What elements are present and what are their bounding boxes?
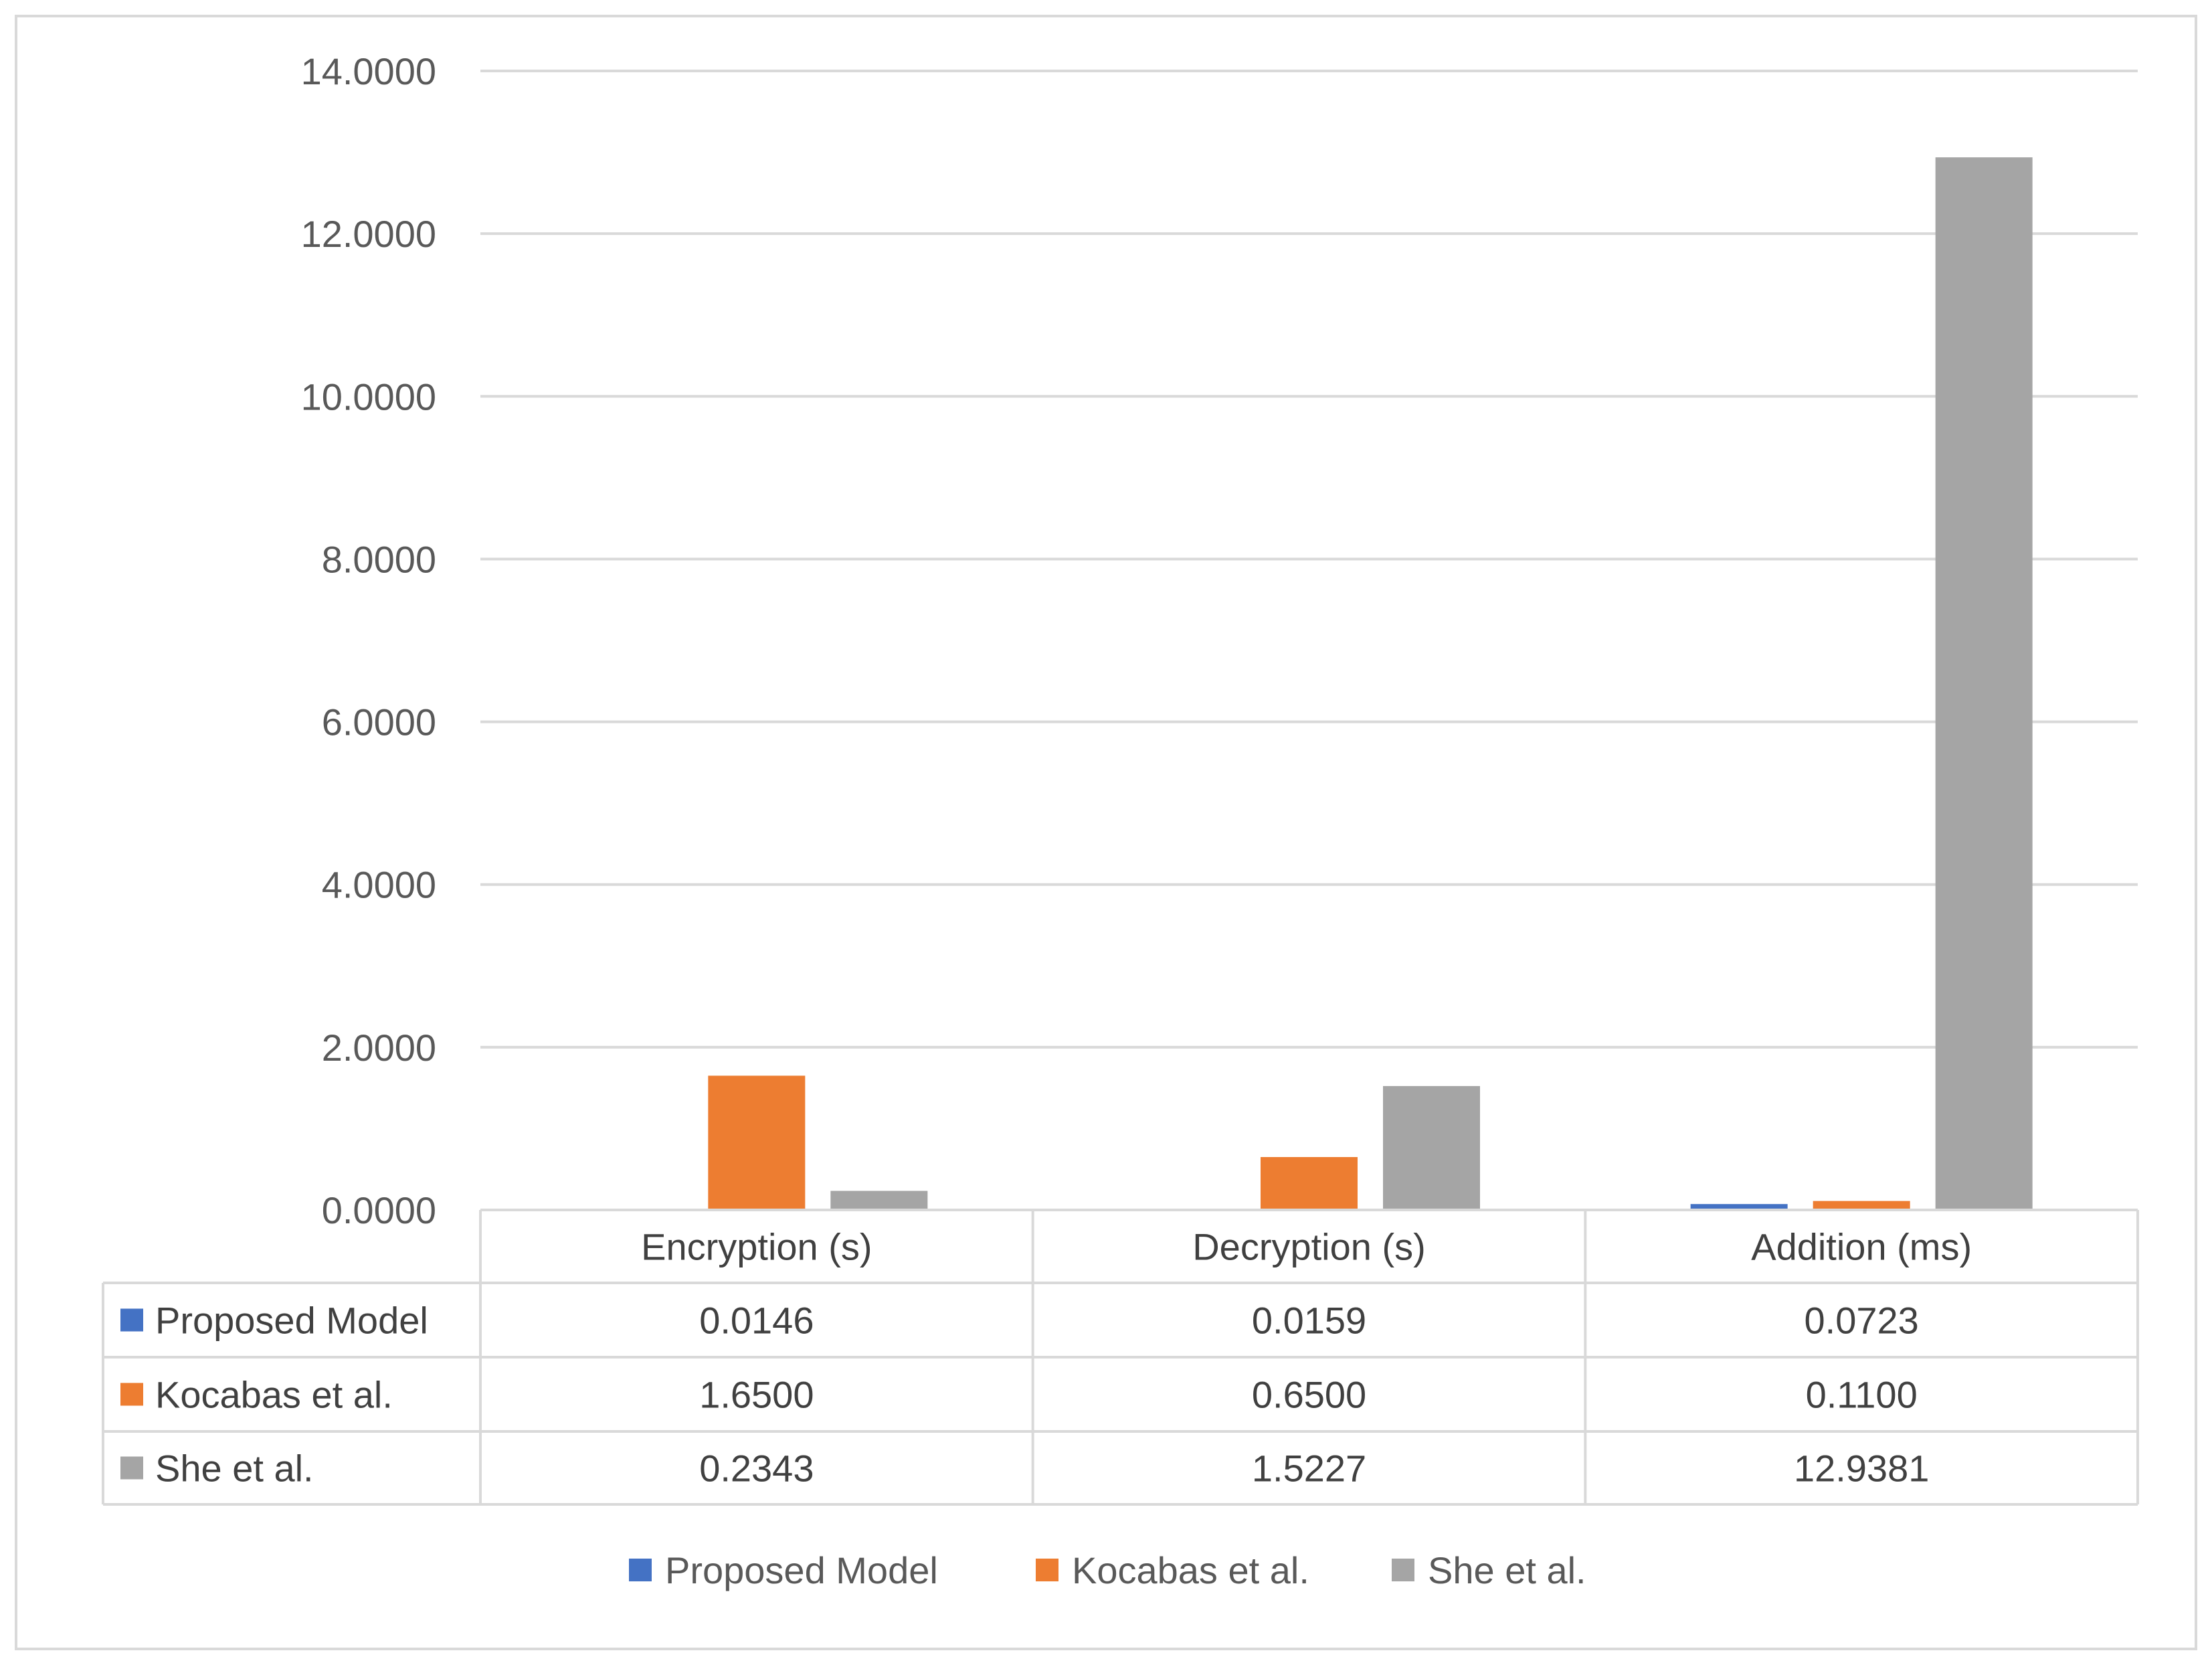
category-label: Decryption (s)	[1192, 1226, 1426, 1268]
y-tick-label: 12.0000	[301, 213, 436, 255]
bar	[1383, 1085, 1480, 1210]
chart-frame	[15, 15, 2197, 1650]
legend-swatch	[1392, 1559, 1414, 1581]
table-series-name: Proposed Model	[155, 1300, 428, 1342]
y-tick-label: 6.0000	[322, 701, 436, 743]
legend-swatch	[1036, 1559, 1058, 1581]
legend-label: She et al.	[1428, 1549, 1586, 1591]
legend-label: Proposed Model	[665, 1549, 938, 1591]
bar	[1261, 1156, 1358, 1210]
table-series-name: Kocabas et al.	[155, 1374, 393, 1416]
table-series-name: She et al.	[155, 1448, 314, 1490]
legend-swatch	[629, 1559, 652, 1581]
category-label: Encryption (s)	[641, 1226, 872, 1268]
table-cell-value: 0.1100	[1806, 1374, 1918, 1416]
legend-label: Kocabas et al.	[1072, 1549, 1309, 1591]
table-cell-value: 12.9381	[1794, 1448, 1929, 1490]
table-cell-value: 0.0146	[699, 1300, 814, 1342]
table-legend-key	[120, 1308, 143, 1332]
bar	[1690, 1204, 1788, 1210]
bar	[1935, 157, 2033, 1211]
table-cell-value: 1.6500	[699, 1374, 814, 1416]
table-cell-value: 0.2343	[699, 1448, 814, 1490]
bar	[830, 1191, 928, 1210]
y-tick-label: 8.0000	[322, 538, 436, 580]
category-label: Addition (ms)	[1751, 1226, 1972, 1268]
table-cell-value: 1.5227	[1252, 1448, 1366, 1490]
table-legend-key	[120, 1456, 143, 1480]
table-legend-key	[120, 1383, 143, 1406]
table-cell-value: 0.0159	[1252, 1300, 1366, 1342]
bar	[1813, 1201, 1910, 1210]
y-tick-label: 4.0000	[322, 864, 436, 906]
bar	[708, 1075, 806, 1210]
table-cell-value: 0.6500	[1252, 1374, 1366, 1416]
y-tick-label: 14.0000	[301, 50, 436, 92]
y-tick-label: 10.0000	[301, 375, 436, 418]
y-tick-label: 2.0000	[322, 1027, 436, 1069]
table-cell-value: 0.0723	[1805, 1300, 1919, 1342]
y-tick-label: 0.0000	[322, 1189, 436, 1231]
